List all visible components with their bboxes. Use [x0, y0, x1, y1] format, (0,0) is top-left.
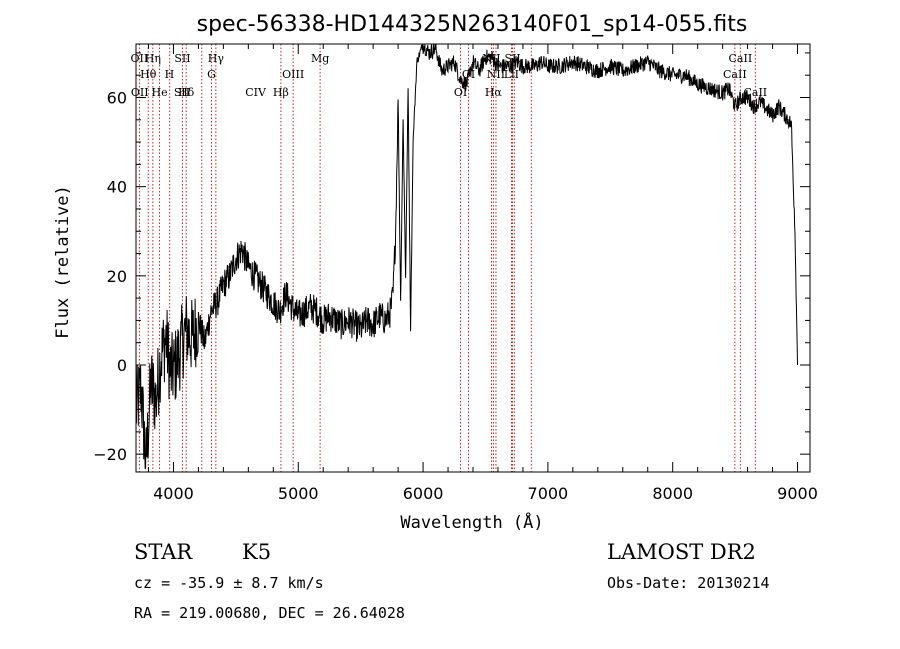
- y-tick-label: 0: [117, 356, 127, 375]
- spectral-line-markers: [138, 44, 756, 472]
- x-tick-label: 8000: [652, 484, 693, 503]
- y-axis-label: Flux (relative): [53, 185, 73, 339]
- x-tick-label: 4000: [153, 484, 194, 503]
- observation-date: Obs-Date: 20130214: [607, 574, 770, 592]
- line-marker-label: Hα: [485, 86, 503, 99]
- line-marker-label: SII: [174, 86, 190, 99]
- y-tick-label: −20: [93, 445, 127, 464]
- line-marker-label: H: [165, 68, 175, 81]
- x-tick-label: 6000: [403, 484, 444, 503]
- line-marker-label: OIII: [282, 68, 304, 81]
- line-marker-label: OII: [131, 86, 149, 99]
- line-marker-label: NII: [487, 68, 505, 81]
- line-marker-label: OI: [454, 86, 467, 99]
- x-axis: 4000 5000 6000 7000 8000 9000: [147, 44, 818, 503]
- spectrum-chart: spec-56338-HD144325N263140F01_sp14-055.f…: [53, 12, 818, 533]
- line-marker-label: SII: [174, 52, 190, 65]
- line-marker-label: Hθ: [140, 68, 157, 81]
- line-marker-label: CaII: [723, 68, 747, 81]
- y-tick-label: 60: [107, 89, 127, 108]
- y-axis: −20 0 20 40 60: [93, 52, 810, 464]
- redshift-info: cz = -35.9 ± 8.7 km/s: [134, 574, 324, 592]
- y-tick-label: 20: [107, 267, 127, 286]
- line-marker-label: CaII: [729, 52, 753, 65]
- line-marker-label: CIV: [245, 86, 267, 99]
- y-tick-label: 40: [107, 178, 127, 197]
- line-marker-label: Hγ: [208, 52, 225, 65]
- line-marker-label: Hβ: [273, 86, 289, 99]
- survey-name: LAMOST DR2: [607, 540, 756, 564]
- object-subclass: K5: [242, 540, 272, 564]
- line-marker-label: LiI: [504, 68, 519, 81]
- object-class: STAR: [134, 540, 193, 564]
- x-tick-label: 7000: [528, 484, 569, 503]
- x-tick-label: 5000: [278, 484, 319, 503]
- line-marker-label: OII: [131, 52, 149, 65]
- line-marker-label: Hη: [145, 52, 161, 65]
- spectrum-series-line: [135, 43, 798, 470]
- line-marker-label: G: [207, 68, 216, 81]
- x-axis-label: Wavelength (Å): [400, 511, 543, 533]
- line-marker-label: Mg: [311, 52, 329, 65]
- coordinates: RA = 219.00680, DEC = 26.64028: [134, 604, 405, 622]
- x-tick-label: 9000: [777, 484, 818, 503]
- line-marker-label: Hδ: [178, 86, 195, 99]
- chart-title: spec-56338-HD144325N263140F01_sp14-055.f…: [197, 12, 748, 37]
- line-marker-label: He: [152, 86, 168, 99]
